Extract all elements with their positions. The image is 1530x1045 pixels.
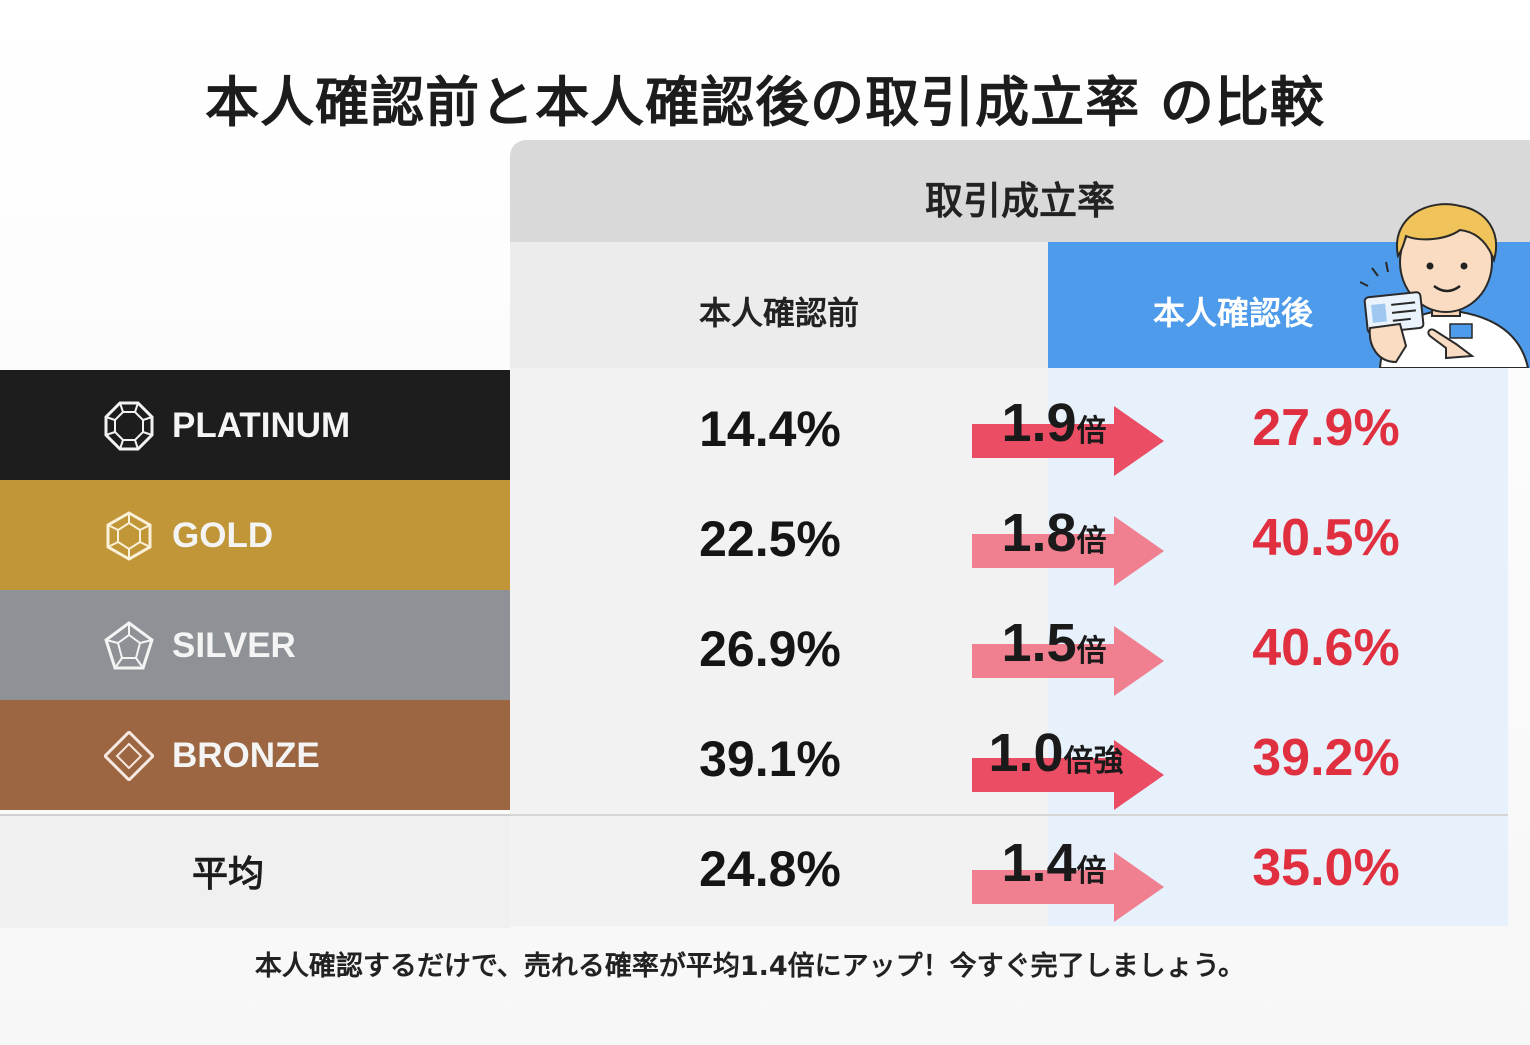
after-value-bronze: 39.2% (1252, 729, 1400, 787)
average-divider (510, 814, 1508, 816)
average-label: 平均 (192, 854, 265, 895)
increase-arrow-platinum (972, 406, 1164, 476)
tier-name-bronze: BRONZE (172, 736, 320, 775)
tier-name-silver: SILVER (172, 626, 296, 665)
rate-group-label: 取引成立率 (924, 179, 1115, 223)
multiplier-unit: 倍強 (1063, 744, 1124, 779)
multiplier-unit: 倍 (1076, 414, 1107, 449)
before-value-platinum: 14.4% (699, 401, 841, 457)
multiplier-value: 1.0 (988, 723, 1064, 783)
tier-label-silver: SILVER (0, 590, 510, 700)
after-value-platinum: 27.9% (1252, 399, 1400, 457)
multiplier-unit: 倍 (1076, 854, 1107, 889)
tier-name-platinum: PLATINUM (172, 406, 351, 445)
multiplier-platinum: 1.9倍 (972, 392, 1136, 454)
increase-arrow-silver (972, 626, 1164, 696)
hexagon-gem-icon (106, 511, 152, 561)
before-column-header: 本人確認前 (510, 242, 1048, 368)
average-label-cell (0, 814, 510, 928)
octagon-gem-icon (104, 401, 154, 451)
after-value-gold: 40.5% (1252, 509, 1400, 567)
multiplier-value: 1.8 (1001, 503, 1077, 563)
person-holding-id-card-icon (1360, 203, 1530, 368)
before-column-label: 本人確認前 (698, 294, 859, 332)
multiplier-silver: 1.5倍 (972, 612, 1136, 674)
rate-group-header: 取引成立率 (510, 140, 1530, 242)
multiplier-unit: 倍 (1076, 524, 1107, 559)
after-value-average: 35.0% (1252, 839, 1400, 897)
tier-label-gold: GOLD (0, 480, 510, 590)
multiplier-average: 1.4倍 (972, 832, 1136, 894)
before-value-silver: 26.9% (699, 621, 841, 677)
after-value-silver: 40.6% (1252, 619, 1400, 677)
multiplier-bronze: 1.0倍強 (966, 722, 1146, 784)
multiplier-value: 1.9 (1001, 393, 1077, 453)
tier-name-gold: GOLD (172, 516, 274, 555)
increase-arrow-average (972, 852, 1164, 922)
increase-arrow-bronze (972, 740, 1164, 810)
before-value-gold: 22.5% (699, 511, 841, 567)
multiplier-unit: 倍 (1076, 634, 1107, 669)
increase-arrow-gold (972, 516, 1164, 586)
multiplier-value: 1.5 (1001, 613, 1077, 673)
diamond-gem-icon (104, 731, 154, 781)
before-value-average: 24.8% (699, 841, 841, 897)
after-column-label: 本人確認後 (1152, 294, 1313, 332)
multiplier-value: 1.4 (1001, 833, 1077, 893)
before-value-bronze: 39.1% (699, 731, 841, 787)
before-column-body (510, 368, 1048, 926)
multiplier-gold: 1.8倍 (972, 502, 1136, 564)
tier-label-bronze: BRONZE (0, 700, 510, 810)
tier-label-platinum: PLATINUM (0, 370, 510, 480)
page-title: 本人確認前と本人確認後の取引成立率 の比較 (205, 71, 1325, 134)
pentagon-gem-icon (104, 621, 154, 670)
footer-message: 本人確認するだけで、売れる確率が平均1.4倍にアップ！今すぐ完了しましょう。 (254, 951, 1246, 982)
